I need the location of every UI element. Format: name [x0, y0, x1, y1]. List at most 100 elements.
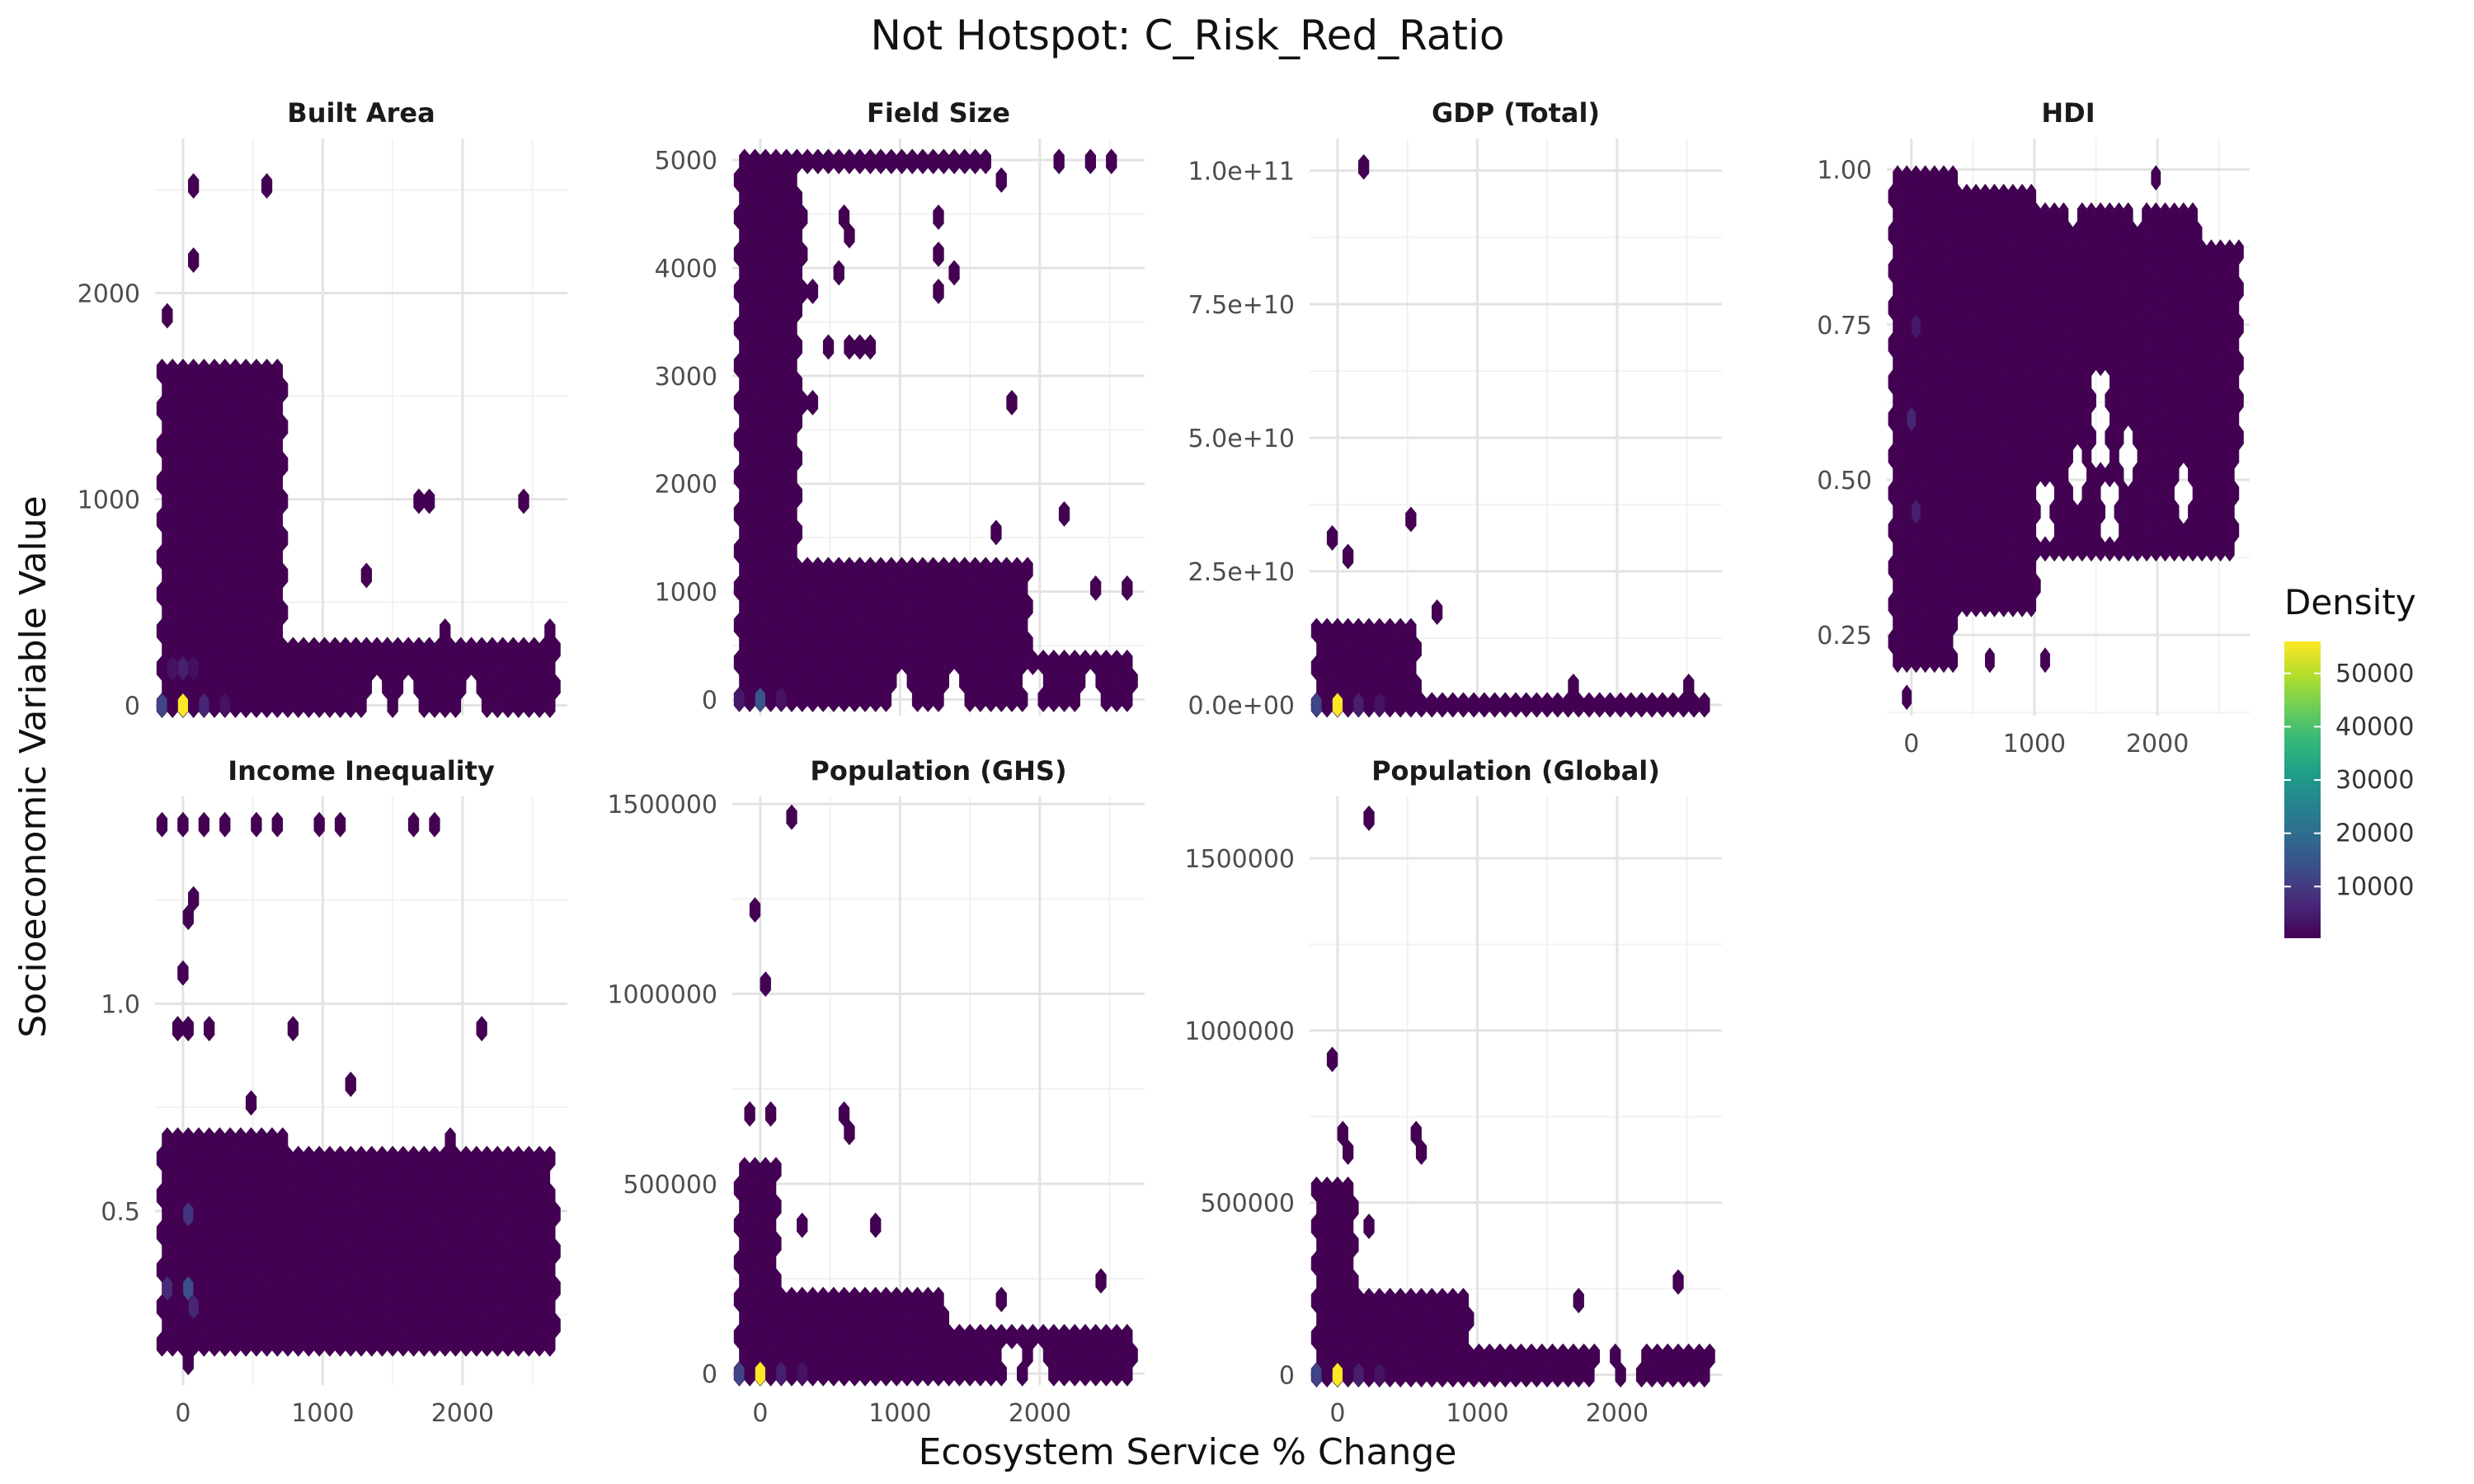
hexbin-cell: [1405, 618, 1417, 644]
hexbin-cell: [177, 960, 189, 986]
hexbin-cell: [833, 148, 844, 175]
hexbin-cell: [1095, 1268, 1107, 1294]
x-tick-label: 2000: [2126, 730, 2189, 758]
facet-panel: Built Area 0 1000 2000: [78, 97, 567, 721]
hexbin-layer: [733, 804, 1138, 1387]
hexbin-cell: [2151, 165, 2161, 191]
hexbin-cell: [1122, 575, 1133, 601]
legend-tick-label: 10000: [2335, 872, 2414, 901]
hexbin-cell: [1594, 692, 1606, 718]
x-tick-label: 1000: [868, 1399, 931, 1428]
hexbin-cell: [1657, 692, 1668, 718]
x-tick-label: 1000: [1446, 1399, 1508, 1428]
hexbin-cell: [2040, 647, 2050, 674]
hexbin-cell: [549, 1238, 561, 1265]
hexbin-cell: [833, 260, 844, 286]
hexbin-cell: [2234, 387, 2244, 414]
hexbin-cell: [933, 278, 944, 304]
hexbin-cell: [219, 811, 231, 838]
hexbin-cell: [156, 811, 168, 838]
hexbin-cell: [822, 148, 835, 175]
hexbin-cell: [1310, 1362, 1323, 1388]
hexbin-cell: [177, 811, 189, 838]
hexbin-cell: [429, 811, 440, 838]
y-tick-label: 1.0: [101, 990, 140, 1019]
hexbin-cell: [1332, 692, 1343, 718]
y-tick-label: 7.5e+10: [1188, 291, 1295, 320]
hexbin-cell: [733, 686, 745, 712]
hexbin-cell: [1363, 805, 1375, 831]
hexbin-cell: [844, 1120, 855, 1146]
y-tick-label: 0: [702, 686, 717, 715]
hexbin-cell: [2234, 350, 2244, 377]
hexbin-cell: [182, 1201, 194, 1228]
x-tick-label: 1000: [291, 1399, 354, 1428]
y-tick-label: 1000000: [1184, 1017, 1295, 1046]
hexbin-cell: [948, 260, 960, 286]
hexbin-cell: [156, 693, 168, 718]
hexbin-cell: [797, 241, 808, 267]
chart-title: Not Hotspot: C_Risk_Red_Ratio: [871, 12, 1505, 59]
hexbin-cell: [1022, 556, 1033, 583]
facet-title: Population (GHS): [810, 755, 1066, 787]
hexbin-cell: [549, 1313, 561, 1339]
hexbin-cell: [2188, 202, 2198, 228]
hexbin-cell: [775, 686, 788, 712]
hexbin-cell: [413, 488, 425, 514]
facet-title: GDP (Total): [1432, 97, 1600, 129]
x-tick-label: 0: [752, 1399, 768, 1428]
hexbin-cell: [1672, 1269, 1684, 1295]
hexbin-cell: [797, 1212, 808, 1238]
hexbin-cell: [744, 1101, 755, 1127]
y-tick-label: 0.75: [1817, 312, 1872, 340]
hexbin-cell: [1084, 148, 1096, 175]
hexbin-cell: [797, 278, 808, 304]
hexbin-cell: [162, 303, 173, 329]
hexbin-cell: [733, 1360, 745, 1387]
y-tick-label: 500000: [623, 1171, 717, 1200]
facet-panel: Field Size 0 1000 2000 3000 4000 5000: [655, 97, 1145, 716]
legend-tick-label: 20000: [2335, 819, 2414, 848]
hexbin-cell: [870, 1212, 882, 1238]
hexbin-cell: [2234, 276, 2244, 303]
y-tick-label: 0: [125, 693, 140, 721]
hexbin-cell: [760, 971, 771, 998]
hexbin-cell: [549, 1275, 561, 1302]
hexbin-cell: [1588, 1343, 1600, 1369]
y-tick-label: 1500000: [607, 791, 717, 819]
hexbin-cell: [1906, 406, 1917, 432]
hexbin-cell: [360, 562, 373, 589]
y-tick-label: 0: [1279, 1361, 1295, 1390]
hexbin-cell: [1521, 692, 1532, 718]
hexbin-cell: [271, 359, 284, 384]
hexbin-cell: [518, 488, 529, 514]
y-tick-label: 1000: [78, 486, 140, 515]
hexbin-cell: [1699, 692, 1710, 718]
y-tick-label: 1.0e+11: [1188, 157, 1295, 186]
hexbin-cell: [204, 1016, 215, 1042]
y-tick-label: 0.5: [101, 1198, 140, 1227]
hexbin-cell: [864, 148, 876, 175]
x-tick-label: 0: [1329, 1399, 1345, 1428]
x-tick-label: 0: [175, 1399, 190, 1428]
hexbin-cell: [1343, 1176, 1354, 1202]
hexbin-cell: [177, 693, 189, 718]
hexbin-cell: [2234, 313, 2244, 340]
hexbin-cell: [1437, 692, 1448, 718]
hexbin-cell: [1126, 1342, 1138, 1369]
y-tick-label: 5000: [655, 147, 717, 176]
hexbin-cell: [1568, 674, 1579, 699]
hexbin-cell: [313, 811, 325, 838]
hexbin-cell: [1604, 692, 1616, 718]
hexbin-cell: [1457, 1288, 1470, 1313]
hexbin-cell: [1683, 674, 1695, 699]
hexbin-cell: [1667, 692, 1679, 718]
density-legend: Density 10000 20000 30000 40000 50000: [2284, 582, 2416, 938]
hexbin-cell: [287, 1016, 299, 1042]
hexbin-cell: [854, 148, 866, 175]
facet-panel: Population (Global) 0 500000 1000000 1500000…: [1184, 755, 1722, 1428]
legend-tick-label: 40000: [2335, 712, 2414, 741]
y-tick-label: 1000: [655, 579, 717, 608]
hexbin-cell: [995, 1286, 1007, 1313]
hexbin-cell: [807, 389, 819, 416]
